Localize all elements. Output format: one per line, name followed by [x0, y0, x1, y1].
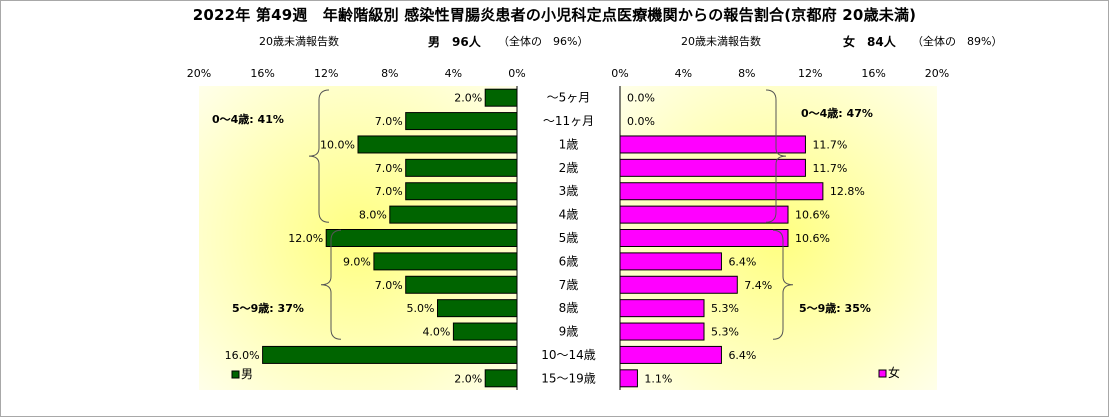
category-label: 9歳 [559, 325, 579, 339]
female-data-label: 11.7% [812, 138, 847, 151]
male-data-label: 12.0% [288, 232, 323, 245]
female-group-label: 5～9歳: 35% [799, 301, 871, 315]
female-x-tick-label: 4% [675, 67, 692, 80]
male-bar [373, 252, 518, 271]
male-data-label: 2.0% [454, 372, 482, 385]
male-bar [357, 135, 518, 154]
male-bar [405, 182, 518, 201]
female-data-label: 10.6% [795, 209, 830, 222]
category-label: 1歳 [559, 137, 579, 151]
male-bar [452, 322, 518, 341]
male-x-tick-label: 0% [508, 67, 525, 80]
female-x-tick-label: 16% [861, 67, 885, 80]
female-bar [619, 205, 789, 224]
female-x-tick-label: 0% [611, 67, 628, 80]
male-header-count: 男 96人 [428, 35, 481, 49]
male-bar [484, 369, 518, 388]
female-data-label: 5.3% [711, 302, 739, 315]
female-data-label: 11.7% [812, 162, 847, 175]
female-bar [619, 135, 806, 154]
category-label: 15～19歳 [541, 371, 596, 385]
female-x-tick-label: 20% [925, 67, 949, 80]
male-bar [484, 88, 518, 107]
male-data-label: 7.0% [375, 279, 403, 292]
category-label: 6歳 [559, 254, 579, 268]
female-bar [619, 345, 722, 364]
female-header-count: 女 84人 [843, 35, 896, 49]
female-data-label: 5.3% [711, 326, 739, 339]
female-bar [619, 369, 638, 388]
male-group-label: 5～9歳: 37% [232, 301, 304, 315]
male-data-label: 7.0% [375, 115, 403, 128]
male-group-label: 0～4歳: 41% [212, 112, 284, 126]
male-legend-swatch [231, 370, 240, 379]
female-header-share: （全体の 89%） [912, 35, 1003, 48]
female-legend-swatch [878, 369, 887, 378]
male-x-tick-label: 8% [381, 67, 398, 80]
category-label: 10～14歳 [541, 348, 596, 362]
male-data-label: 2.0% [454, 92, 482, 105]
female-bar [619, 252, 722, 271]
male-data-label: 7.0% [375, 185, 403, 198]
male-group-brace [308, 89, 330, 223]
female-legend-label: 女 [888, 365, 900, 380]
female-group-brace [772, 229, 794, 340]
female-data-label: 1.1% [644, 372, 672, 385]
male-bar [262, 345, 518, 364]
female-data-label: 6.4% [728, 349, 756, 362]
male-x-tick-label: 16% [250, 67, 274, 80]
category-label: 2歳 [559, 161, 579, 175]
male-header-share: （全体の 96%） [498, 35, 589, 48]
male-data-label: 9.0% [343, 255, 371, 268]
female-header-label: 20歳未満報告数 [681, 35, 761, 48]
female-data-label: 0.0% [627, 115, 655, 128]
male-bar [389, 205, 518, 224]
male-data-label: 16.0% [225, 349, 260, 362]
female-data-label: 10.6% [795, 232, 830, 245]
category-label: ～5ヶ月 [547, 91, 591, 105]
male-data-label: 8.0% [359, 209, 387, 222]
female-bar [619, 229, 789, 247]
female-data-label: 12.8% [830, 185, 865, 198]
female-x-tick-label: 12% [798, 67, 822, 80]
female-bar [619, 322, 705, 341]
male-bar [405, 112, 518, 131]
category-label: 5歳 [559, 231, 579, 245]
male-data-label: 7.0% [375, 162, 403, 175]
chart-title: 2022年 第49週 年齢階級別 感染性胃腸炎患者の小児科定点医療機関からの報告… [192, 6, 917, 24]
category-label: ～11ヶ月 [543, 114, 594, 128]
female-bar [619, 299, 705, 318]
male-group-brace [320, 229, 342, 340]
female-group-brace [765, 89, 787, 223]
male-legend-label: 男 [241, 367, 253, 381]
male-bar [325, 229, 518, 247]
female-bar [619, 275, 738, 294]
male-data-label: 4.0% [422, 326, 450, 339]
male-bar [405, 275, 518, 294]
male-header-label: 20歳未満報告数 [259, 35, 339, 48]
female-data-label: 0.0% [627, 92, 655, 105]
male-x-tick-label: 12% [314, 67, 338, 80]
female-data-label: 6.4% [728, 255, 756, 268]
female-bar [619, 182, 824, 201]
female-group-label: 0～4歳: 47% [801, 106, 873, 120]
male-bar [437, 299, 518, 318]
male-x-tick-label: 20% [187, 67, 211, 80]
female-x-tick-label: 8% [738, 67, 755, 80]
male-data-label: 5.0% [407, 302, 435, 315]
male-bar [405, 158, 518, 177]
category-label: 7歳 [559, 278, 579, 292]
male-x-tick-label: 4% [445, 67, 462, 80]
female-bar [619, 158, 806, 177]
category-label: 8歳 [559, 301, 579, 315]
male-data-label: 10.0% [320, 138, 355, 151]
female-data-label: 7.4% [744, 279, 772, 292]
category-label: 3歳 [559, 184, 579, 198]
category-label: 4歳 [559, 208, 579, 222]
